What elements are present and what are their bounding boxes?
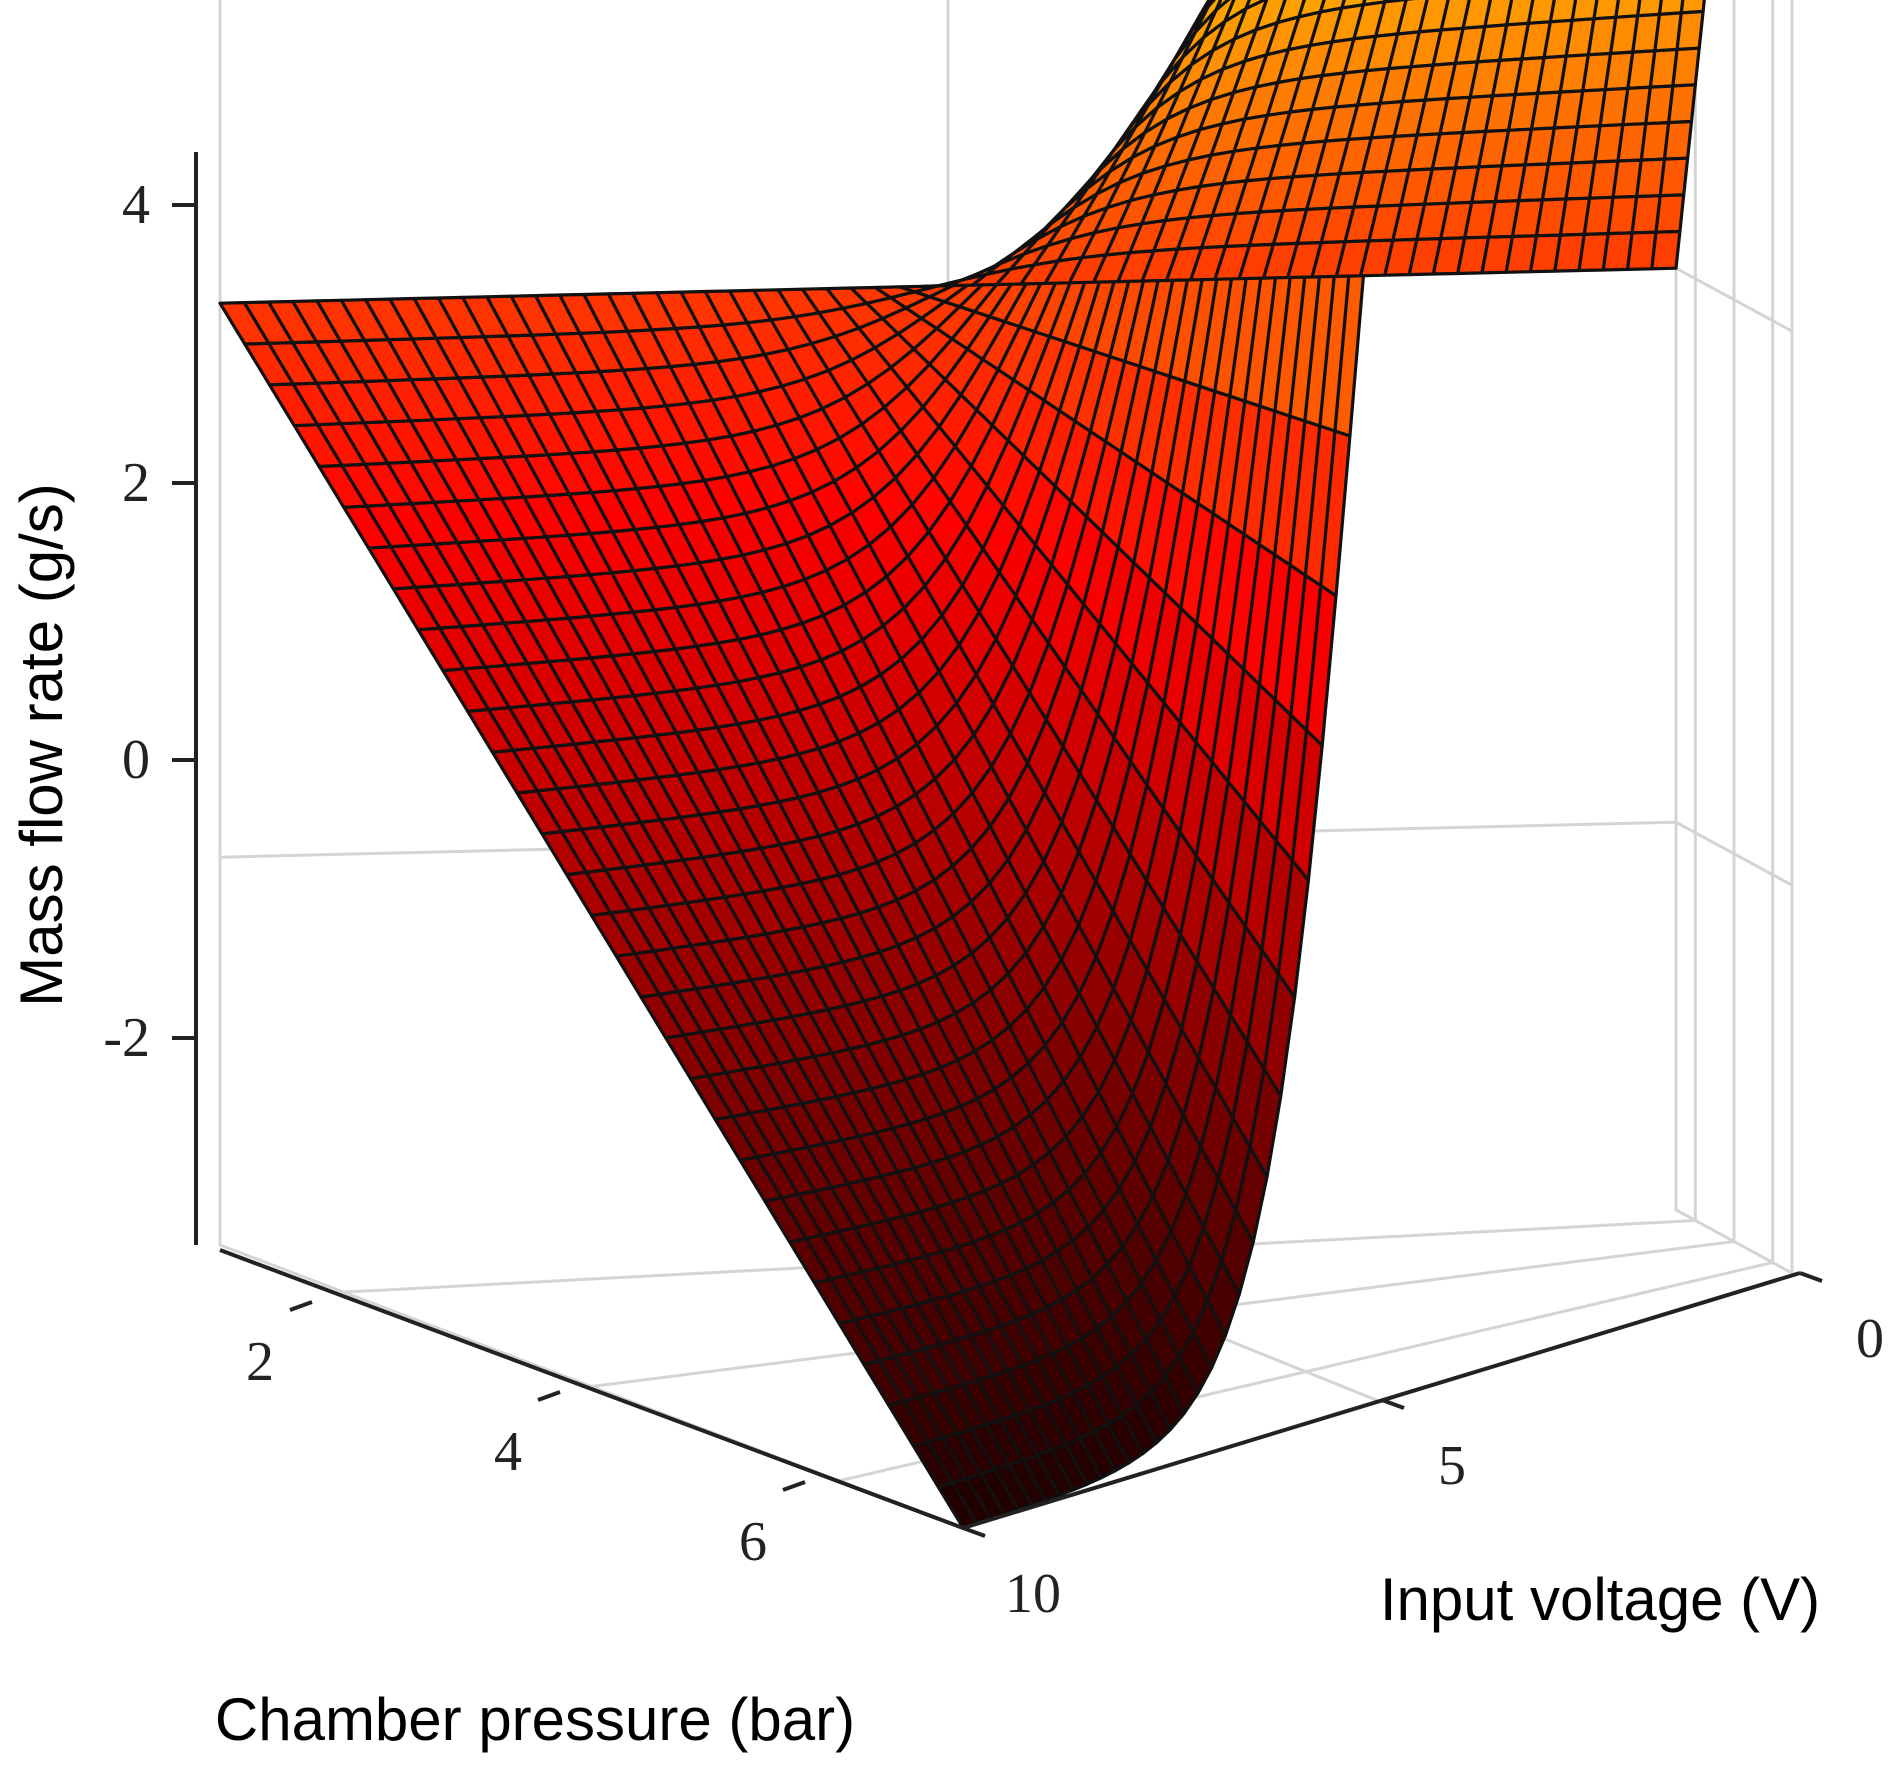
x-tick-mark — [1799, 1271, 1823, 1283]
y-tick-label: 2 — [246, 1331, 274, 1393]
surface-cell — [218, 301, 271, 346]
x-tick-label: 5 — [1438, 1435, 1466, 1497]
y-tick-mark — [537, 1390, 561, 1402]
tick-labels: -2 0 2 4 2 4 6 0 5 10 — [103, 174, 1884, 1625]
y-tick-mark — [289, 1300, 313, 1312]
z-tick-label: -2 — [103, 1007, 150, 1069]
y-tick-mark — [782, 1480, 806, 1492]
x-tick-mark — [962, 1526, 986, 1538]
y-axis-label: Chamber pressure (bar) — [215, 1686, 855, 1753]
z-tick-label: 0 — [122, 729, 150, 791]
y-tick-label: 6 — [739, 1511, 767, 1573]
chart-axes — [194, 152, 1801, 1530]
grid-line-y — [343, 0, 1697, 1294]
z-tick-label: 4 — [122, 174, 150, 236]
x-tick-mark — [1381, 1398, 1405, 1410]
z-axis-label: Mass flow rate (g/s) — [8, 483, 75, 1006]
surface-mesh — [218, 0, 1706, 1530]
y-tick-label: 4 — [494, 1421, 522, 1483]
x-axis-label: Input voltage (V) — [1380, 1566, 1820, 1633]
z-tick-label: 2 — [122, 452, 150, 514]
x-tick-label: 0 — [1856, 1308, 1884, 1370]
x-tick-label: 10 — [1005, 1563, 1061, 1625]
y-axis — [219, 1248, 964, 1530]
x-axis — [962, 1271, 1801, 1530]
